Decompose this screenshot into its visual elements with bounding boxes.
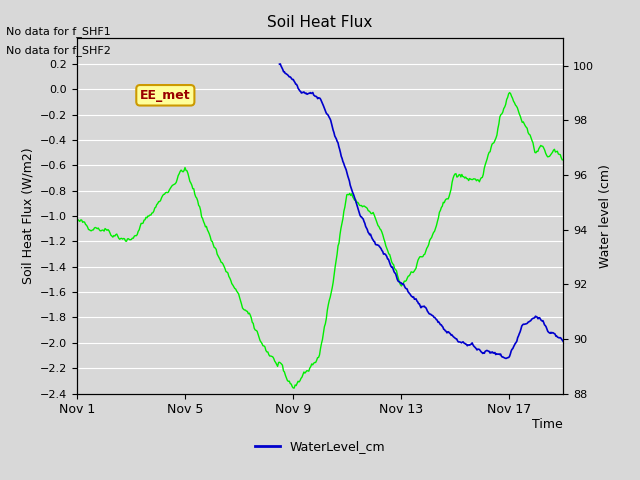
Y-axis label: Soil Heat Flux (W/m2): Soil Heat Flux (W/m2) <box>21 148 35 284</box>
Y-axis label: Water level (cm): Water level (cm) <box>600 164 612 268</box>
Text: EE_met: EE_met <box>140 89 191 102</box>
Legend: WaterLevel_cm: WaterLevel_cm <box>250 435 390 458</box>
X-axis label: Time: Time <box>532 419 563 432</box>
Text: No data for f_SHF2: No data for f_SHF2 <box>6 45 111 56</box>
Text: No data for f_SHF1: No data for f_SHF1 <box>6 25 111 36</box>
Title: Soil Heat Flux: Soil Heat Flux <box>268 15 372 30</box>
